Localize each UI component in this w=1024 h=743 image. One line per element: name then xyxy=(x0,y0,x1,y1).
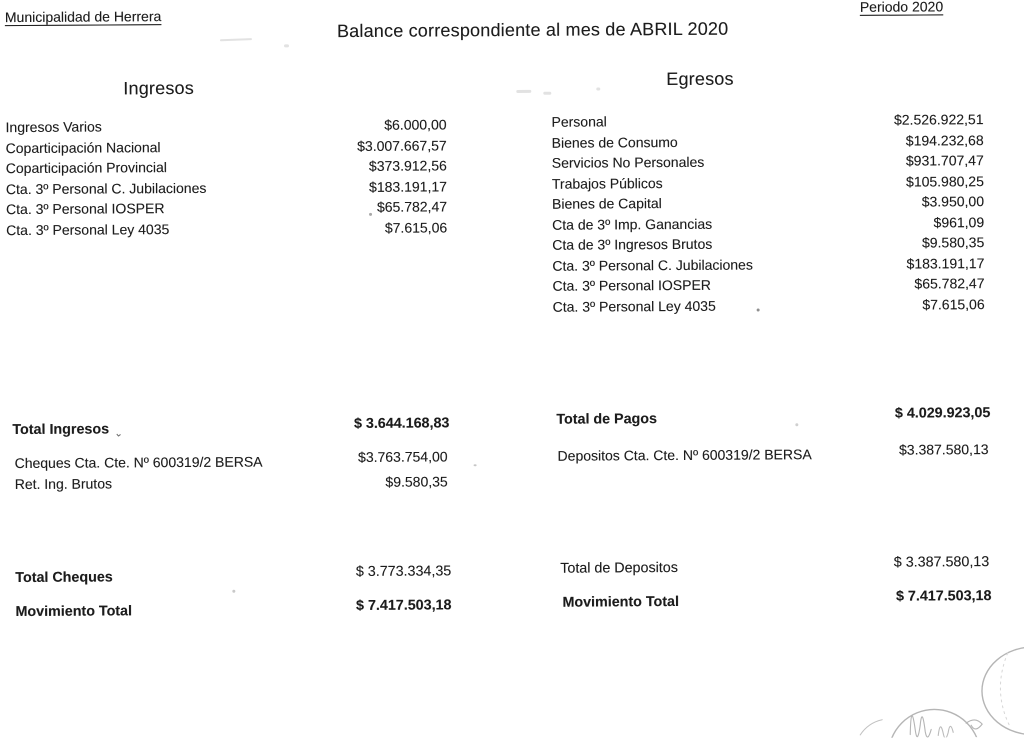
ret-ing-brutos-value: $9.580,35 xyxy=(385,472,448,490)
row-value: $373.912,56 xyxy=(368,157,447,174)
scan-speck xyxy=(756,308,760,312)
row-value: $6.000,00 xyxy=(384,116,447,133)
row-label: Bienes de Consumo xyxy=(551,133,678,151)
scan-speck xyxy=(369,212,373,216)
row-value: $183.191,17 xyxy=(368,177,447,195)
total-ingresos-value: $ 3.644.168,83 xyxy=(353,415,450,432)
pen-tick-artifact: ⌄ xyxy=(113,427,124,440)
total-cheques-value: $ 3.773.334,35 xyxy=(355,563,452,580)
row-label: Bienes de Capital xyxy=(551,195,662,212)
scan-speck xyxy=(795,423,799,427)
table-row: Servicios No Personales $931.707,47 xyxy=(552,150,984,173)
cheques-row: Cheques Cta. Cte. Nº 600319/2 BERSA $3.7… xyxy=(14,448,448,473)
table-row: Ingresos Varios $6.000,00 xyxy=(5,114,446,137)
table-row: Bienes de Capital $3.950,00 xyxy=(552,191,984,214)
scan-smudge xyxy=(516,89,532,93)
table-row: Cta de 3º Imp. Ganancias $961,09 xyxy=(552,212,984,235)
table-row: Trabajos Públicos $105.980,25 xyxy=(552,171,984,194)
movimiento-total-row-left: Movimiento Total $ 7.417.503,18 xyxy=(15,597,451,621)
scan-smudge xyxy=(543,91,552,95)
row-label: Personal xyxy=(551,113,607,130)
total-pagos-value: $ 4.029.923,05 xyxy=(894,405,991,422)
ret-ing-brutos-row: Ret. Ing. Brutos $9.580,35 xyxy=(15,471,448,494)
table-row: Cta. 3º Personal C. Jubilaciones $183.191… xyxy=(552,253,984,276)
total-cheques-row: Total Cheques $ 3.773.334,35 xyxy=(15,563,451,587)
row-label: Servicios No Personales xyxy=(551,153,705,171)
row-label: Cta. 3º Personal C. Jubilaciones xyxy=(552,256,753,274)
row-value: $65.782,47 xyxy=(914,275,985,292)
row-label: Coparticipación Provincial xyxy=(5,159,167,177)
total-ingresos-label: Total Ingresos xyxy=(12,421,110,439)
cheques-value: $3.763.754,00 xyxy=(357,448,448,465)
scan-speck xyxy=(232,589,236,593)
row-value: $194.232,68 xyxy=(905,131,984,149)
scan-smudge xyxy=(596,87,601,91)
period-label: Periodo 2020 xyxy=(859,0,944,15)
ingresos-heading: Ingresos xyxy=(123,77,194,99)
row-label: Cta de 3º Ingresos Brutos xyxy=(552,235,713,253)
cheques-label: Cheques Cta. Cte. Nº 600319/2 BERSA xyxy=(14,453,263,472)
table-row: Personal $2.526.922,51 xyxy=(551,109,983,132)
scan-smudge xyxy=(284,44,290,48)
row-label: Coparticipación Nacional xyxy=(5,138,161,156)
cheques-block: Cheques Cta. Cte. Nº 600319/2 BERSA $3.7… xyxy=(14,448,448,494)
table-row: Bienes de Consumo $194.232,68 xyxy=(552,130,984,153)
egresos-heading: Egresos xyxy=(666,68,734,90)
egresos-table: Personal $2.526.922,51 Bienes de Consumo $… xyxy=(551,109,984,317)
depositos-row: Depositos Cta. Cte. Nº 600319/2 BERSA $3… xyxy=(557,441,988,464)
row-label: Cta. 3º Personal Ley 4035 xyxy=(552,297,716,315)
row-value: $7.615,06 xyxy=(922,295,985,312)
total-cheques-label: Total Cheques xyxy=(15,569,113,587)
depositos-label: Depositos Cta. Cte. Nº 600319/2 BERSA xyxy=(557,446,812,464)
org-title: Municipalidad de Herrera xyxy=(4,8,162,26)
movimiento-total-value: $ 7.417.503,18 xyxy=(355,597,452,614)
depositos-value: $3.387.580,13 xyxy=(898,441,989,458)
total-depositos-row: Total de Depositos $ 3.387.580,13 xyxy=(560,554,989,577)
movimiento-total-label: Movimiento Total xyxy=(562,593,679,611)
row-label: Cta. 3º Personal C. Jubilaciones xyxy=(5,179,207,197)
row-value: $3.950,00 xyxy=(921,193,985,210)
row-value: $931.707,47 xyxy=(905,152,984,169)
total-depositos-value: $ 3.387.580,13 xyxy=(893,554,990,571)
movimiento-total-label: Movimiento Total xyxy=(15,603,133,621)
table-row: Coparticipación Provincial $373.912,56 xyxy=(6,155,447,178)
table-row: Cta. 3º Personal C. Jubilaciones $183.191… xyxy=(6,176,447,199)
total-pagos-label: Total de Pagos xyxy=(556,411,657,428)
row-label: Cta. 3º Personal Ley 4035 xyxy=(6,220,170,238)
row-value: $961,09 xyxy=(933,213,985,230)
movimiento-total-value: $ 7.417.503,18 xyxy=(895,588,992,605)
table-row: Cta. 3º Personal IOSPER $65.782,47 xyxy=(552,273,984,296)
ingresos-table: Ingresos Varios $6.000,00 Coparticipación… xyxy=(5,114,447,240)
row-value: $65.782,47 xyxy=(376,198,448,215)
scan-smudge xyxy=(219,38,253,42)
row-value: $7.615,06 xyxy=(384,218,448,236)
total-pagos-row: Total de Pagos $ 4.029.923,05 xyxy=(556,405,990,428)
row-value: $9.580,35 xyxy=(921,234,985,251)
row-value: $105.980,25 xyxy=(905,172,984,190)
row-label: Ingresos Varios xyxy=(5,118,102,136)
table-row: Cta. 3º Personal Ley 4035 $7.615,06 xyxy=(553,294,985,317)
total-ingresos-row: Total Ingresos $ 3.644.168,83 xyxy=(12,415,449,439)
total-depositos-label: Total de Depositos xyxy=(560,559,678,577)
row-label: Cta. 3º Personal IOSPER xyxy=(552,276,711,294)
table-row: Cta. 3º Personal Ley 4035 $7.615,06 xyxy=(6,217,447,240)
signature-doodle xyxy=(859,646,1024,738)
row-value: $3.007.667,57 xyxy=(357,136,447,154)
table-row: Coparticipación Nacional $3.007.667,57 xyxy=(6,135,447,158)
row-label: Cta de 3º Imp. Ganancias xyxy=(552,215,713,233)
table-row: Cta de 3º Ingresos Brutos $9.580,35 xyxy=(552,232,984,255)
row-label: Trabajos Públicos xyxy=(551,174,663,192)
row-value: $183.191,17 xyxy=(906,254,985,272)
row-label: Cta. 3º Personal IOSPER xyxy=(5,200,165,218)
table-row: Cta. 3º Personal IOSPER $65.782,47 xyxy=(6,196,447,219)
scan-speck xyxy=(473,464,477,467)
document-title: Balance correspondiente al mes de ABRIL … xyxy=(336,18,729,42)
ret-ing-brutos-label: Ret. Ing. Brutos xyxy=(14,474,113,492)
row-value: $2.526.922,51 xyxy=(893,111,984,128)
movimiento-total-row-right: Movimiento Total $ 7.417.503,18 xyxy=(562,588,991,611)
